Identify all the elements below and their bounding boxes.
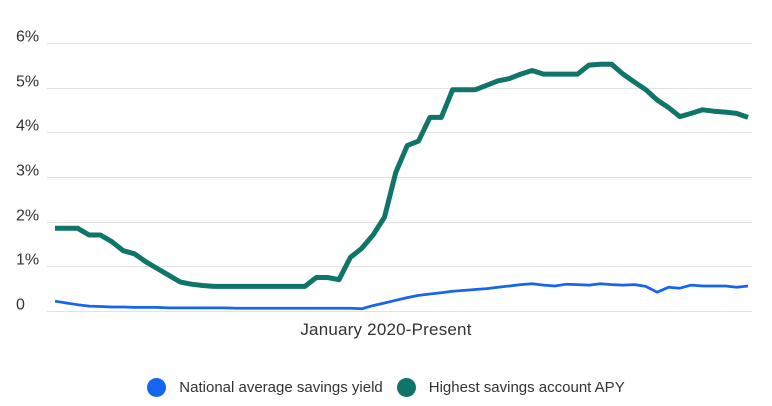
y-axis-tick-label: 3%: [16, 163, 39, 180]
chart-legend: National average savings yield Highest s…: [0, 378, 772, 397]
highest-apy-legend-dot: [396, 378, 416, 397]
line-chart-plot-area: 6% 5% 4% 3% 2% 1% 0: [16, 29, 752, 314]
y-axis-tick-label: 2%: [16, 208, 39, 225]
legend-item-national-average: National average savings yield: [147, 378, 383, 397]
y-axis-tick-label: 0: [16, 297, 25, 314]
highest-apy-line: [55, 61, 749, 289]
legend-item-highest-apy: Highest savings account APY: [396, 378, 625, 397]
y-axis-tick-label: 5%: [16, 74, 39, 91]
national-average-line: [54, 282, 749, 311]
x-axis-label: January 2020-Present: [300, 320, 472, 339]
y-axis-tick-label: 6%: [16, 29, 39, 46]
national-average-legend-dot: [147, 378, 167, 397]
legend-label-national-average: National average savings yield: [179, 379, 383, 396]
y-axis-tick-label: 4%: [16, 118, 39, 135]
y-axis-tick-label: 1%: [16, 252, 39, 269]
legend-label-highest-apy: Highest savings account APY: [428, 379, 625, 396]
